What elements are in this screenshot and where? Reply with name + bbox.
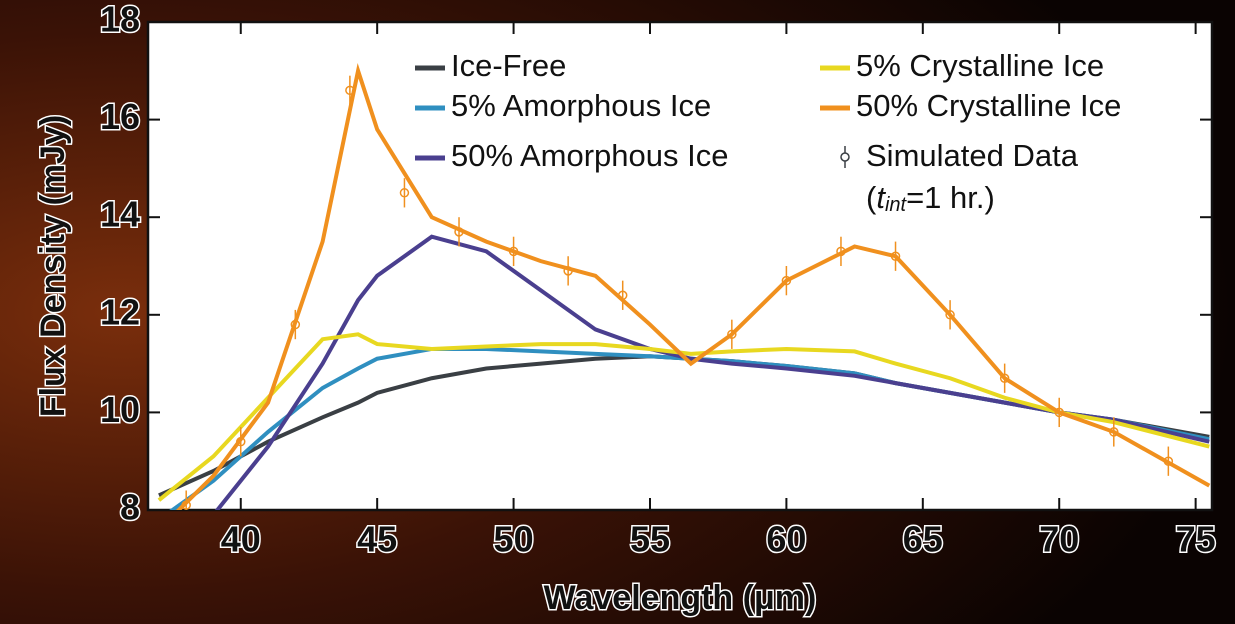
marker <box>945 310 955 320</box>
x-tick-label: 50 <box>494 519 534 560</box>
simulated-point <box>836 236 846 266</box>
simulated-point <box>1109 417 1119 447</box>
x-tick-label: 70 <box>1039 519 1079 560</box>
series-line <box>175 63 1211 510</box>
y-tick-label: 18 <box>100 0 140 40</box>
marker <box>1109 427 1119 437</box>
marker <box>454 227 464 237</box>
marker <box>836 246 846 257</box>
x-tick-label: 40 <box>221 519 261 560</box>
marker <box>181 500 191 510</box>
x-tick-label: 55 <box>630 519 670 560</box>
marker <box>617 290 628 301</box>
marker <box>890 251 901 261</box>
marker <box>345 85 355 96</box>
legend-label: 5% Amorphous Ice <box>451 88 711 123</box>
simulated-point <box>508 236 519 266</box>
marker <box>290 319 301 330</box>
legend-label: Simulated Data <box>866 138 1079 173</box>
simulated-point <box>454 217 464 247</box>
legend-swatch <box>840 152 850 162</box>
x-axis-title: Wavelength (μm) <box>544 579 817 617</box>
plot-area <box>146 20 1214 512</box>
simulated-point <box>1163 446 1174 476</box>
simulated-point <box>236 427 246 457</box>
x-tick-label: 65 <box>903 519 943 560</box>
marker <box>727 329 737 340</box>
simulated-point <box>727 319 737 349</box>
y-tick-label: 10 <box>100 389 140 430</box>
simulated-point <box>781 266 792 296</box>
marker <box>999 373 1010 383</box>
simulated-point <box>945 300 955 330</box>
simulated-point <box>399 178 410 208</box>
series-line <box>157 332 1210 502</box>
y-tick-label: 14 <box>100 194 140 235</box>
y-tick-label: 16 <box>100 96 140 137</box>
simulated-point <box>181 490 191 510</box>
simulated-point <box>1054 397 1064 428</box>
x-tick-label: 45 <box>357 519 397 560</box>
marker <box>563 266 573 276</box>
y-axis-title: Flux Density (mJy) <box>34 115 72 417</box>
simulated-point <box>290 309 301 340</box>
simulated-point <box>890 241 901 271</box>
legend-label: Ice-Free <box>451 48 566 83</box>
legend-label: 5% Crystalline Ice <box>856 48 1104 83</box>
note-part: t <box>876 180 886 215</box>
simulated-point <box>999 363 1010 393</box>
x-tick-label: 75 <box>1176 519 1216 560</box>
marker <box>781 275 792 286</box>
note-part: =1 hr.) <box>906 180 995 215</box>
marker <box>236 436 246 447</box>
note-part: int <box>885 194 908 216</box>
marker <box>399 188 410 198</box>
simulated-point <box>563 256 573 286</box>
simulated-point <box>345 75 355 105</box>
marker <box>1054 407 1064 418</box>
y-tick-label: 8 <box>120 487 140 528</box>
simulated-point <box>617 280 628 310</box>
legend-label: 50% Amorphous Ice <box>451 138 728 173</box>
marker <box>508 246 519 257</box>
marker <box>1163 456 1174 466</box>
note-part: ( <box>866 180 877 215</box>
x-tick-label: 60 <box>766 519 806 560</box>
y-tick-label: 12 <box>100 291 140 332</box>
legend-label: 50% Crystalline Ice <box>856 88 1121 123</box>
legend-note: (tint=1 hr.) <box>866 180 995 216</box>
